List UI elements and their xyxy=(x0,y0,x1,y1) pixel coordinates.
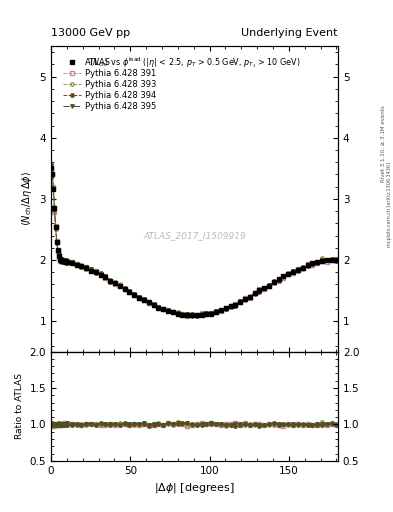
Y-axis label: $\langle N_{\rm ch} / \Delta\eta\, \Delta\phi \rangle$: $\langle N_{\rm ch} / \Delta\eta\, \Delt… xyxy=(20,171,34,226)
Pythia 6.428 394 xyxy=(161,306,165,312)
Pythia 6.428 394 xyxy=(204,310,209,316)
Text: 13000 GeV pp: 13000 GeV pp xyxy=(51,28,130,38)
Pythia 6.428 395 xyxy=(94,269,98,275)
ATLAS xyxy=(49,165,53,171)
Pythia 6.428 395 xyxy=(204,310,209,316)
ATLAS xyxy=(195,312,199,318)
Text: $\langle N_{\rm ch}\rangle$ vs $\phi^{\rm lead}$ ($|\eta|$ < 2.5, $p_T$ > 0.5 Ge: $\langle N_{\rm ch}\rangle$ vs $\phi^{\r… xyxy=(89,55,300,70)
Pythia 6.428 395 xyxy=(49,162,53,168)
Pythia 6.428 393 xyxy=(190,312,195,318)
ATLAS xyxy=(320,258,324,264)
Pythia 6.428 391 xyxy=(94,268,98,274)
ATLAS xyxy=(334,257,339,263)
Pythia 6.428 393 xyxy=(94,268,98,274)
Line: Pythia 6.428 391: Pythia 6.428 391 xyxy=(50,164,338,317)
Pythia 6.428 395 xyxy=(51,186,56,193)
Pythia 6.428 391 xyxy=(51,183,56,189)
Pythia 6.428 393 xyxy=(320,254,324,261)
Pythia 6.428 394 xyxy=(334,258,339,264)
Pythia 6.428 394 xyxy=(320,258,324,264)
Pythia 6.428 394 xyxy=(257,289,262,295)
Pythia 6.428 395 xyxy=(320,257,324,263)
Pythia 6.428 391 xyxy=(204,311,209,317)
Pythia 6.428 391 xyxy=(49,163,53,169)
Y-axis label: Ratio to ATLAS: Ratio to ATLAS xyxy=(15,373,24,439)
Pythia 6.428 394 xyxy=(49,164,53,170)
Pythia 6.428 393 xyxy=(49,168,53,174)
Line: ATLAS: ATLAS xyxy=(49,166,339,317)
Pythia 6.428 395 xyxy=(257,288,262,294)
Pythia 6.428 391 xyxy=(161,306,165,312)
Pythia 6.428 391 xyxy=(320,258,324,264)
Text: Underlying Event: Underlying Event xyxy=(241,28,338,38)
Pythia 6.428 393 xyxy=(334,256,339,262)
Pythia 6.428 394 xyxy=(94,270,98,276)
Pythia 6.428 391 xyxy=(185,313,189,319)
Pythia 6.428 391 xyxy=(257,286,262,292)
ATLAS xyxy=(51,186,56,192)
ATLAS xyxy=(257,287,262,293)
X-axis label: $|\Delta\phi|$ [degrees]: $|\Delta\phi|$ [degrees] xyxy=(154,481,235,495)
Pythia 6.428 395 xyxy=(161,306,165,312)
Text: ATLAS_2017_I1509919: ATLAS_2017_I1509919 xyxy=(143,231,246,240)
ATLAS xyxy=(94,268,98,274)
Pythia 6.428 393 xyxy=(51,185,56,191)
ATLAS xyxy=(161,306,165,312)
Pythia 6.428 394 xyxy=(51,185,56,191)
Pythia 6.428 393 xyxy=(204,310,209,316)
Line: Pythia 6.428 395: Pythia 6.428 395 xyxy=(50,163,338,317)
Pythia 6.428 391 xyxy=(334,255,339,262)
Pythia 6.428 393 xyxy=(161,306,165,312)
Pythia 6.428 395 xyxy=(334,257,339,263)
Text: mcplots.cern.ch [arXiv:1306.3436]: mcplots.cern.ch [arXiv:1306.3436] xyxy=(387,162,391,247)
Pythia 6.428 394 xyxy=(195,313,199,319)
Pythia 6.428 395 xyxy=(195,312,199,318)
Legend: ATLAS, Pythia 6.428 391, Pythia 6.428 393, Pythia 6.428 394, Pythia 6.428 395: ATLAS, Pythia 6.428 391, Pythia 6.428 39… xyxy=(61,56,158,113)
Text: Rivet 3.1.10, ≥ 3.1M events: Rivet 3.1.10, ≥ 3.1M events xyxy=(381,105,386,182)
ATLAS xyxy=(204,311,209,317)
Line: Pythia 6.428 394: Pythia 6.428 394 xyxy=(50,165,338,317)
Line: Pythia 6.428 393: Pythia 6.428 393 xyxy=(50,169,338,317)
Pythia 6.428 393 xyxy=(257,288,262,294)
